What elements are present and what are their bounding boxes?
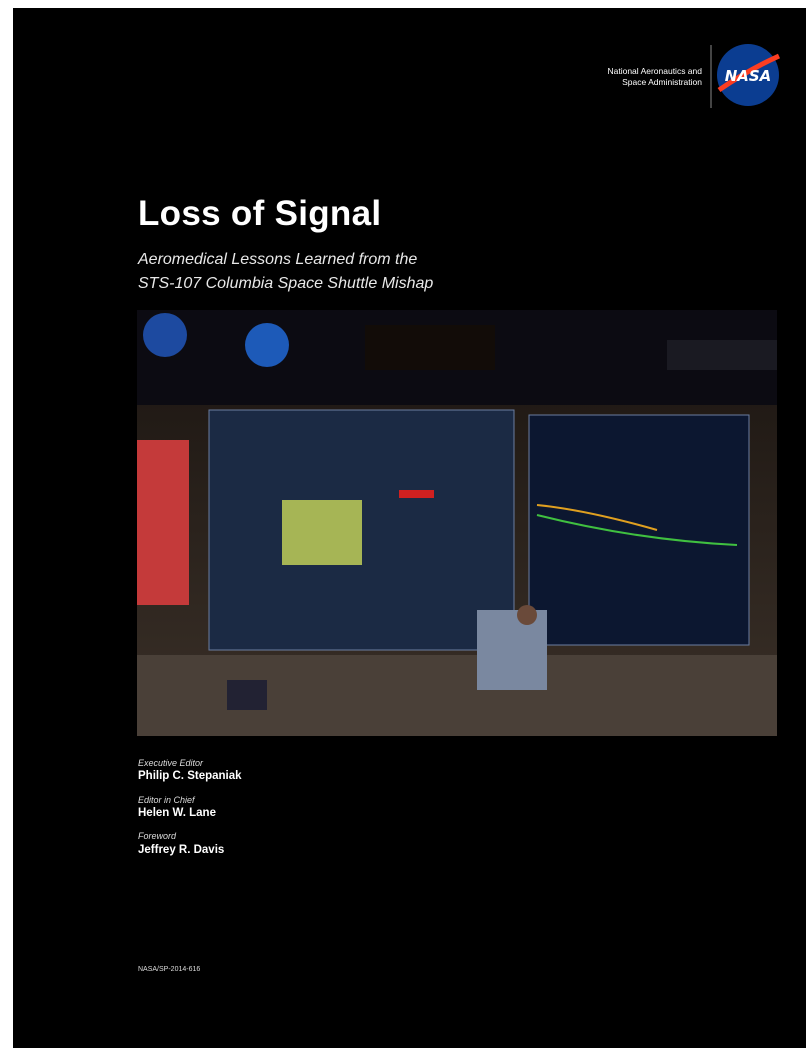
cover: National Aeronautics and Space Administr… bbox=[13, 8, 806, 1048]
credit-role: Editor in Chief bbox=[138, 795, 195, 805]
credit-name: Helen W. Lane bbox=[138, 807, 216, 819]
report-number: NASA/SP-2014-616 bbox=[138, 966, 200, 973]
credit-name: Jeffrey R. Davis bbox=[138, 844, 224, 856]
agency-line: Space Administration bbox=[622, 77, 702, 88]
agency-line: National Aeronautics and bbox=[607, 66, 702, 77]
title: Loss of Signal bbox=[138, 194, 381, 234]
cover-photo bbox=[137, 310, 777, 736]
logo-text: NASA bbox=[725, 67, 772, 85]
credit-role: Executive Editor bbox=[138, 758, 203, 768]
page: National Aeronautics and Space Administr… bbox=[0, 0, 806, 1048]
credit-role: Foreword bbox=[138, 831, 176, 841]
nasa-logo: NASA bbox=[703, 42, 783, 122]
subtitle-line: Aeromedical Lessons Learned from the bbox=[138, 251, 417, 269]
credit-name: Philip C. Stepaniak bbox=[138, 770, 242, 782]
subtitle-line: STS-107 Columbia Space Shuttle Mishap bbox=[138, 275, 433, 293]
